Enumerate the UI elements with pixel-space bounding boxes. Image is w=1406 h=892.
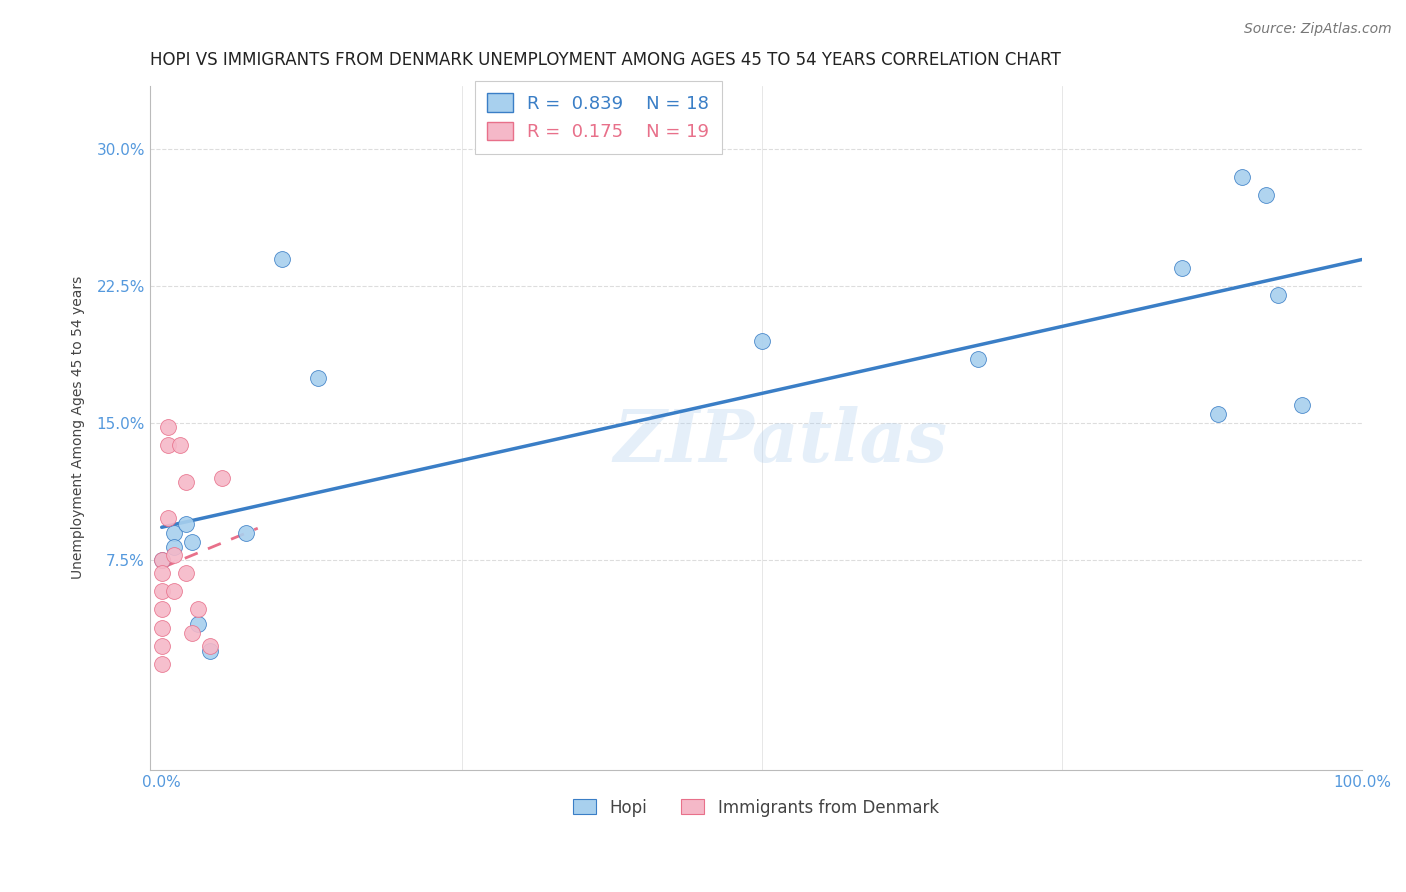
Point: [150, 566, 173, 580]
Point: [751, 334, 773, 348]
Point: [150, 602, 173, 616]
Point: [150, 639, 173, 653]
Point: [198, 644, 221, 658]
Point: [150, 553, 173, 567]
Point: [174, 566, 197, 580]
Point: [180, 534, 202, 549]
Point: [1171, 260, 1194, 275]
Point: [211, 471, 233, 485]
Point: [174, 516, 197, 531]
Point: [1267, 288, 1289, 302]
Point: [150, 657, 173, 672]
Point: [156, 511, 179, 525]
Y-axis label: Unemployment Among Ages 45 to 54 years: Unemployment Among Ages 45 to 54 years: [72, 277, 86, 580]
Legend: Hopi, Immigrants from Denmark: Hopi, Immigrants from Denmark: [567, 792, 945, 823]
Point: [156, 438, 179, 452]
Point: [187, 617, 209, 632]
Point: [198, 639, 221, 653]
Point: [174, 475, 197, 489]
Point: [163, 584, 186, 599]
Point: [163, 525, 186, 540]
Text: Source: ZipAtlas.com: Source: ZipAtlas.com: [1244, 22, 1392, 37]
Point: [150, 553, 173, 567]
Point: [1230, 169, 1253, 184]
Point: [163, 548, 186, 562]
Point: [187, 602, 209, 616]
Point: [150, 584, 173, 599]
Point: [180, 626, 202, 640]
Point: [163, 541, 186, 555]
Point: [967, 352, 990, 367]
Point: [307, 370, 329, 384]
Point: [1291, 398, 1313, 412]
Text: ZIPatlas: ZIPatlas: [613, 406, 948, 477]
Point: [150, 621, 173, 635]
Point: [1254, 188, 1277, 202]
Point: [235, 525, 257, 540]
Point: [156, 420, 179, 434]
Point: [1206, 407, 1229, 421]
Point: [169, 438, 191, 452]
Point: [270, 252, 292, 266]
Text: HOPI VS IMMIGRANTS FROM DENMARK UNEMPLOYMENT AMONG AGES 45 TO 54 YEARS CORRELATI: HOPI VS IMMIGRANTS FROM DENMARK UNEMPLOY…: [149, 51, 1060, 69]
